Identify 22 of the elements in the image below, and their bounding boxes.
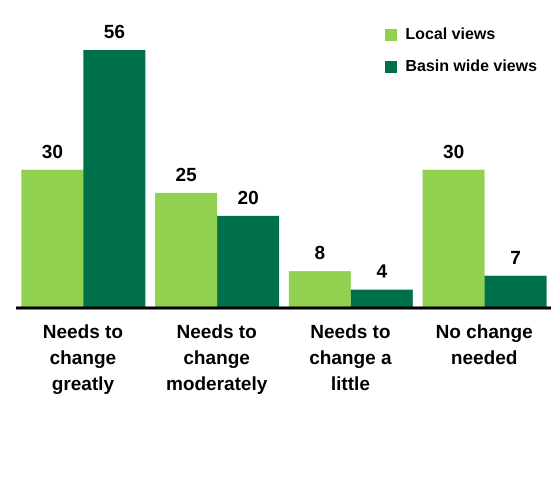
legend-label: Local views: [405, 26, 496, 44]
bar: [155, 192, 218, 308]
data-label: 20: [238, 188, 259, 209]
x-tick-label: Needs to change moderately: [166, 322, 268, 395]
x-tick-label: Needs to change greatly: [42, 322, 123, 395]
x-tick-label: No change needed: [436, 322, 533, 369]
data-label: 8: [314, 243, 326, 264]
data-label: 56: [104, 22, 125, 43]
data-label: 30: [443, 142, 464, 163]
x-tick-label: Needs to change a little: [309, 322, 392, 395]
bar: [217, 216, 280, 308]
data-label: 30: [42, 142, 63, 163]
bar: [21, 170, 84, 308]
data-label: 25: [176, 164, 198, 186]
data-label: 4: [376, 262, 388, 283]
legend-label: Basin wide views: [405, 58, 537, 76]
bar: [83, 50, 146, 308]
bar: [288, 271, 351, 308]
data-label: 7: [510, 248, 521, 269]
bar: [422, 170, 485, 308]
bar: [484, 276, 547, 308]
bar: [350, 290, 413, 308]
